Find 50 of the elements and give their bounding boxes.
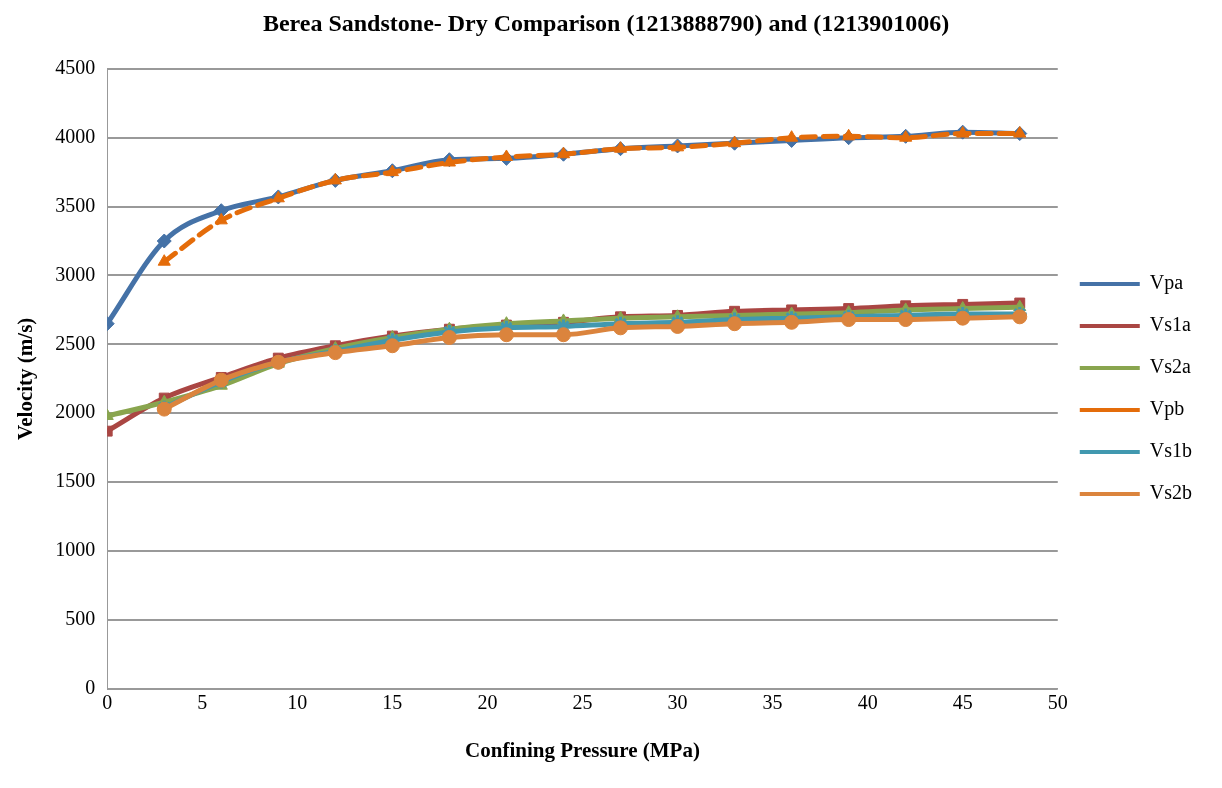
x-tick-label: 20 [477, 691, 498, 714]
x-tick-label: 30 [667, 691, 688, 714]
point [955, 310, 971, 326]
y-tick-label: 500 [65, 607, 96, 630]
y-tick-label: 3500 [55, 193, 96, 216]
legend-label: Vpb [1149, 397, 1185, 421]
point [1013, 126, 1027, 138]
legend-label: Vs1b [1149, 439, 1193, 462]
x-tick-label: 40 [857, 691, 878, 714]
x-tick-label: 35 [762, 691, 783, 714]
point [157, 254, 171, 266]
legend-label: Vs1a [1149, 313, 1191, 336]
y-tick-label: 4000 [55, 124, 96, 147]
x-tick-label: 45 [952, 691, 973, 714]
point [214, 212, 228, 225]
y-tick-label: 1500 [55, 469, 96, 492]
chart-title: Berea Sandstone- Dry Comparison (1213888790) and (1213901006) [262, 9, 950, 36]
x-axis-title: Confining Pressure (MPa) [465, 737, 700, 762]
y-axis-title: Velocity (m/s) [13, 317, 38, 440]
y-tick-label: 3000 [55, 262, 96, 285]
point [727, 316, 743, 332]
point [670, 318, 686, 334]
point [842, 128, 856, 141]
point [1012, 309, 1028, 325]
y-tick-label: 2000 [55, 400, 96, 423]
y-tick-label: 4500 [55, 56, 96, 79]
x-tick-label: 50 [1047, 691, 1068, 714]
y-tick-label: 1000 [55, 538, 96, 561]
point [441, 329, 457, 345]
x-tick-label: 25 [572, 691, 593, 714]
point [898, 312, 914, 328]
x-tick-label: 5 [197, 691, 208, 714]
x-tick-label: 15 [382, 691, 403, 714]
point [384, 338, 400, 354]
point [613, 141, 628, 153]
point [841, 312, 857, 328]
legend-label: Vs2b [1149, 481, 1193, 504]
x-tick-label: 0 [102, 691, 113, 714]
x-tick-label: 10 [287, 691, 308, 714]
point [613, 320, 629, 336]
y-tick-label: 2500 [55, 331, 96, 354]
legend-label: Vs2a [1149, 355, 1191, 378]
point [555, 327, 571, 343]
y-tick-label: 0 [85, 676, 96, 699]
point [156, 233, 172, 249]
legend-label: Vpa [1149, 271, 1184, 295]
point [499, 149, 513, 161]
point [785, 130, 799, 142]
point [784, 314, 800, 330]
point [498, 327, 514, 343]
